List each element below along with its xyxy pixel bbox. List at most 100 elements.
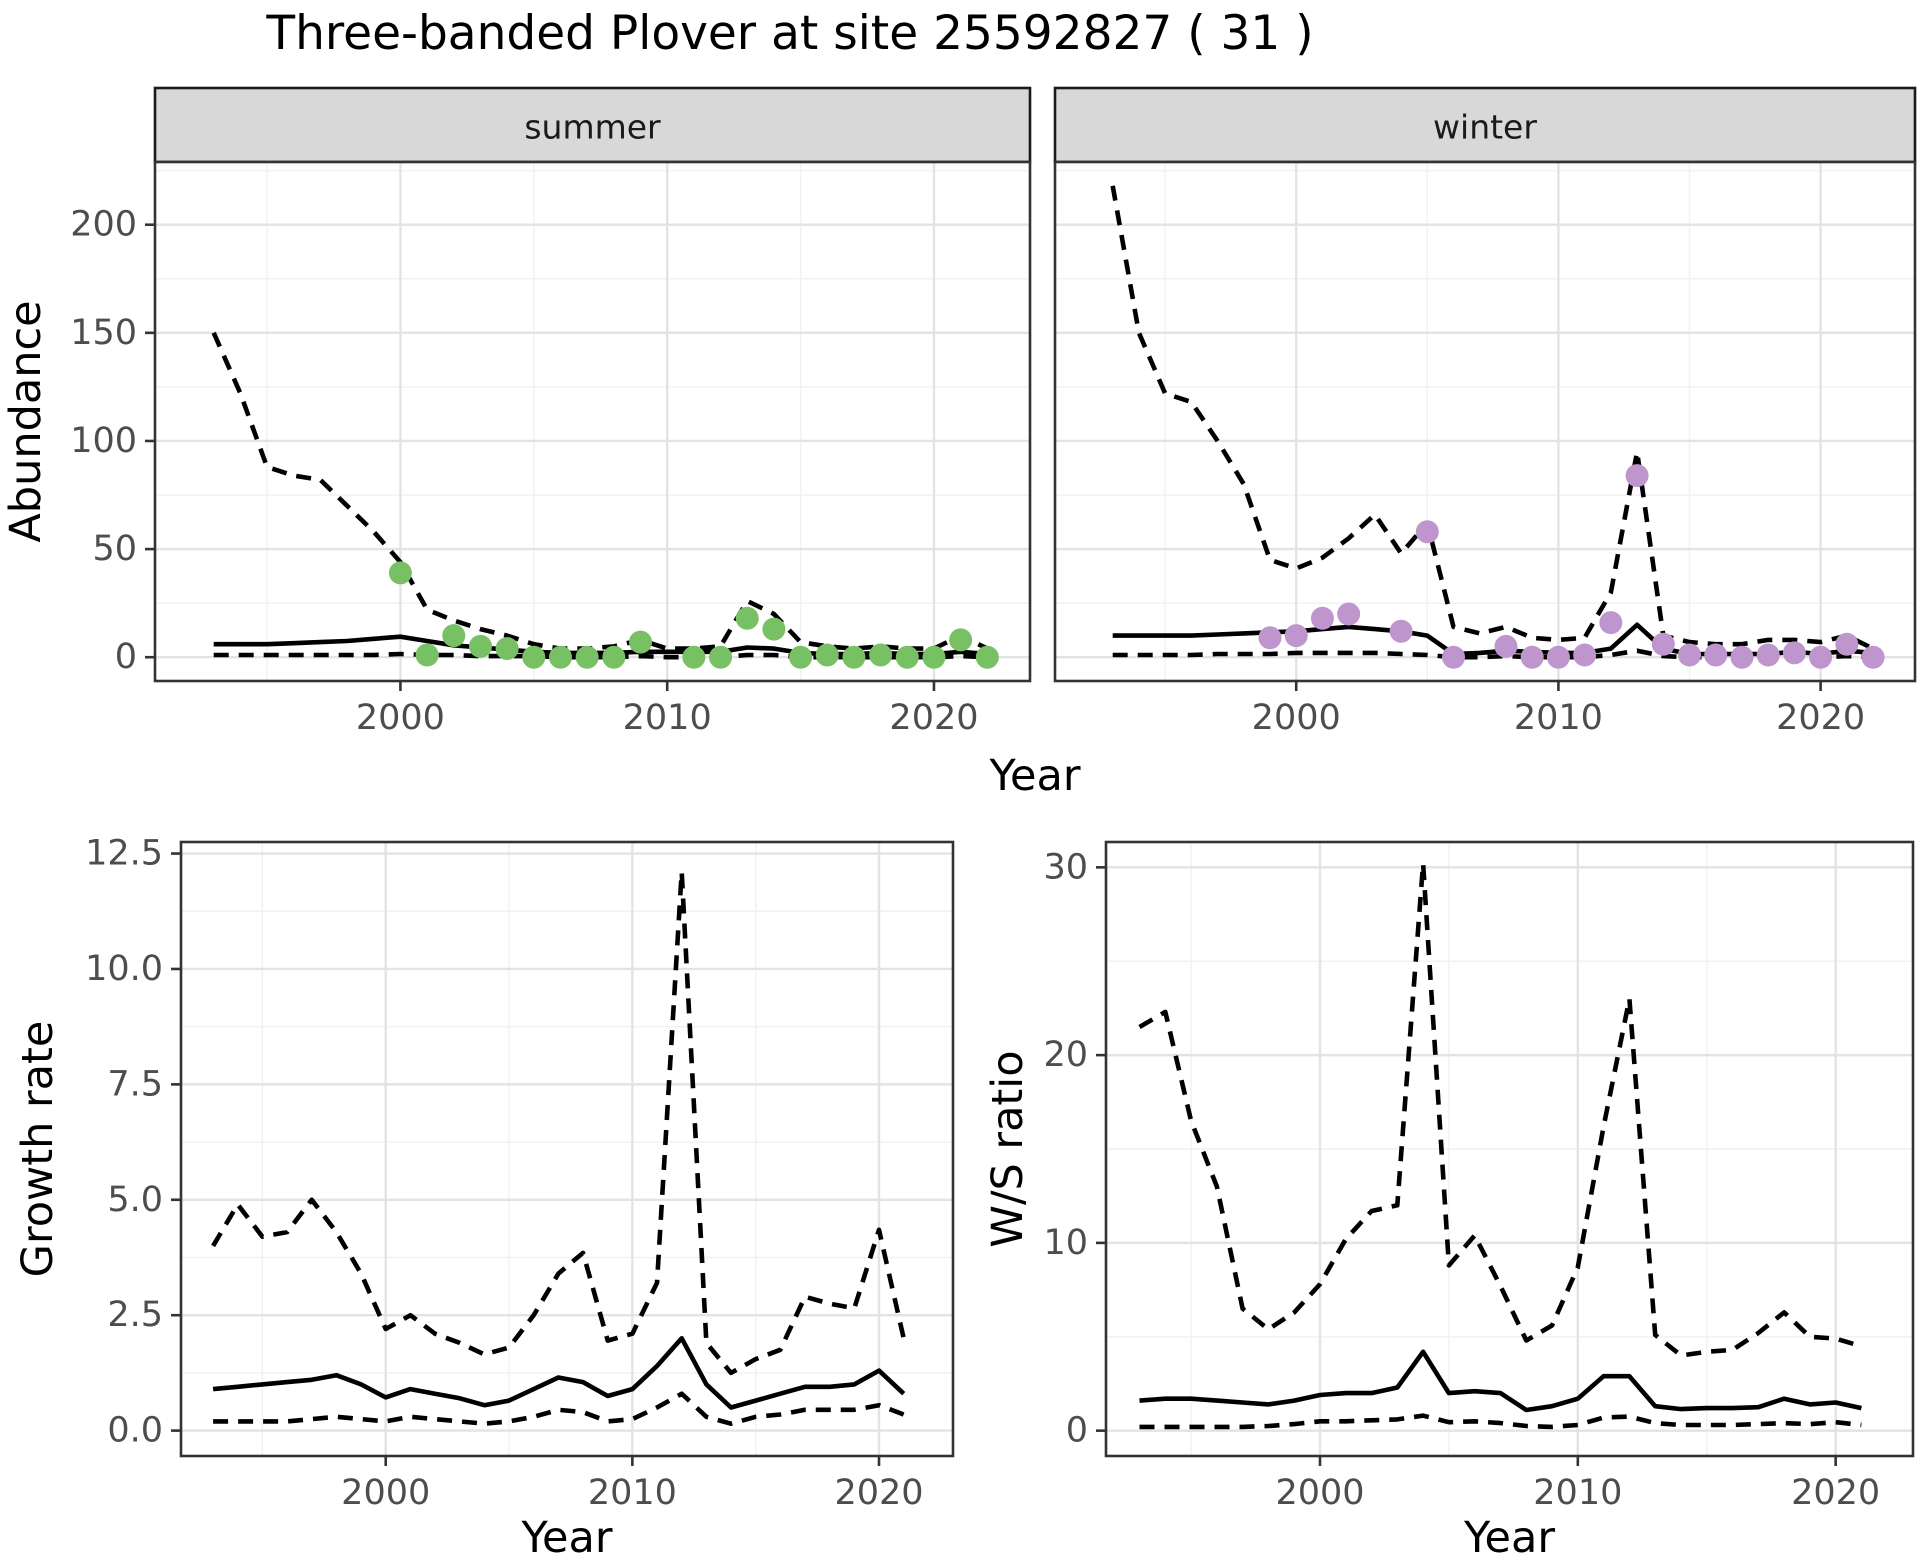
x-tick-label: 2010 [623,698,712,738]
y-tick-label: 0 [115,637,137,677]
observation-point [1835,632,1859,656]
x-axis-title-year-top: Year [988,751,1080,801]
panel-ws-ratio: 2000 2010 2020 0 10 20 30 [1043,840,1915,1513]
y-axis-title-growth-rate: Growth rate [13,1021,63,1278]
observation-point [602,645,626,669]
observation-point [522,645,546,669]
strip-label: summer [524,108,661,147]
x-axis-title-year-growth: Year [520,1513,612,1560]
observation-point [1442,645,1466,669]
observation-point [895,645,919,669]
y-tick-label: 30 [1043,847,1088,887]
panel-border [1053,160,1917,683]
observation-point [789,645,813,669]
observation-point [815,643,839,667]
strip-background [153,86,1032,164]
observation-point [842,645,866,669]
y-tick-label: 5.0 [107,1180,163,1220]
lower-ci-line [213,651,988,660]
observation-point [975,645,999,669]
strip-background [1053,86,1917,164]
x-tick-label: 2020 [834,1473,923,1513]
upper-ci-line [1138,861,1863,1358]
x-tick-label: 2010 [588,1473,677,1513]
x-tick-label: 2000 [356,698,445,738]
observation-point [709,645,733,669]
observation-point [1809,645,1833,669]
strip-label: winter [1433,108,1537,147]
x-tick-label: 2010 [1514,698,1603,738]
y-tick-label: 12.5 [85,834,163,874]
observation-point [1546,645,1570,669]
y-tick-label: 2.5 [107,1295,163,1335]
upper-ci-line [211,331,989,651]
observation-point [1625,464,1649,488]
observation-point [1861,645,1885,669]
x-tick-label: 2020 [1776,698,1865,738]
observation-point [1494,634,1518,658]
y-tick-label: 0 [1066,1411,1088,1451]
observation-point [1651,632,1675,656]
observation-point [1415,520,1439,544]
observation-point [388,561,412,585]
x-tick-label: 2020 [889,698,978,738]
y-tick-label: 150 [70,313,137,353]
observation-point [682,645,706,669]
y-tick-label: 10.0 [85,949,163,989]
x-axis-title-year-ws: Year [1463,1513,1555,1560]
observation-point [762,617,786,641]
panel-border [1104,840,1915,1458]
facet-strip-summer: summer [153,86,1032,164]
panel-background [155,162,1030,681]
plot-title: Three-banded Plover at site 25592827 ( 3… [266,6,1314,61]
upper-ci-line [1110,185,1875,651]
observation-point [548,645,572,669]
upper-ci-line [211,869,906,1376]
lower-ci-line [1139,1413,1862,1430]
x-tick-label: 2000 [341,1473,430,1513]
panel-winter: 2000 2010 2020 [1053,160,1917,738]
observation-point [922,645,946,669]
facet-strip-winter: winter [1053,86,1917,164]
observation-point [1756,643,1780,667]
y-axis-title-abundance: Abundance [1,300,51,542]
observation-point [1782,641,1806,665]
observation-point [1730,645,1754,669]
x-tick-label: 2010 [1533,1473,1622,1513]
y-tick-label: 200 [70,205,137,245]
observation-point [1573,643,1597,667]
y-tick-label: 7.5 [107,1064,163,1104]
observation-point [1520,645,1544,669]
observation-point [1310,606,1334,630]
panel-growth-rate: 2000 2010 2020 0.0 2.5 5.0 7.5 10.0 12.5 [85,834,955,1513]
y-tick-label: 100 [70,421,137,461]
mean-line [212,1336,906,1410]
observation-point [1284,624,1308,648]
observation-point [1599,611,1623,635]
observation-point [575,645,599,669]
observation-point [1389,619,1413,643]
observation-point [468,634,492,658]
observation-point [1704,643,1728,667]
panel-border [153,160,1032,683]
observation-point [735,606,759,630]
x-tick-label: 2000 [1252,698,1341,738]
x-tick-label: 2000 [1275,1473,1364,1513]
y-tick-label: 10 [1043,1223,1088,1263]
observation-point [495,637,519,661]
observation-point [949,628,973,652]
mean-line [1139,1349,1862,1413]
observation-point [442,624,466,648]
observation-point [1678,643,1702,667]
x-tick-label: 2020 [1791,1473,1880,1513]
panel-summer: 2000 2010 2020 0 50 100 150 200 [70,160,1032,738]
observation-point [869,643,893,667]
observation-point [1337,602,1361,626]
y-axis-title-ws-ratio: W/S ratio [983,1050,1033,1247]
y-tick-label: 0.0 [107,1411,163,1451]
y-tick-label: 20 [1043,1035,1088,1075]
y-tick-label: 50 [92,529,137,569]
observation-point [629,630,653,654]
panel-border [179,840,955,1458]
